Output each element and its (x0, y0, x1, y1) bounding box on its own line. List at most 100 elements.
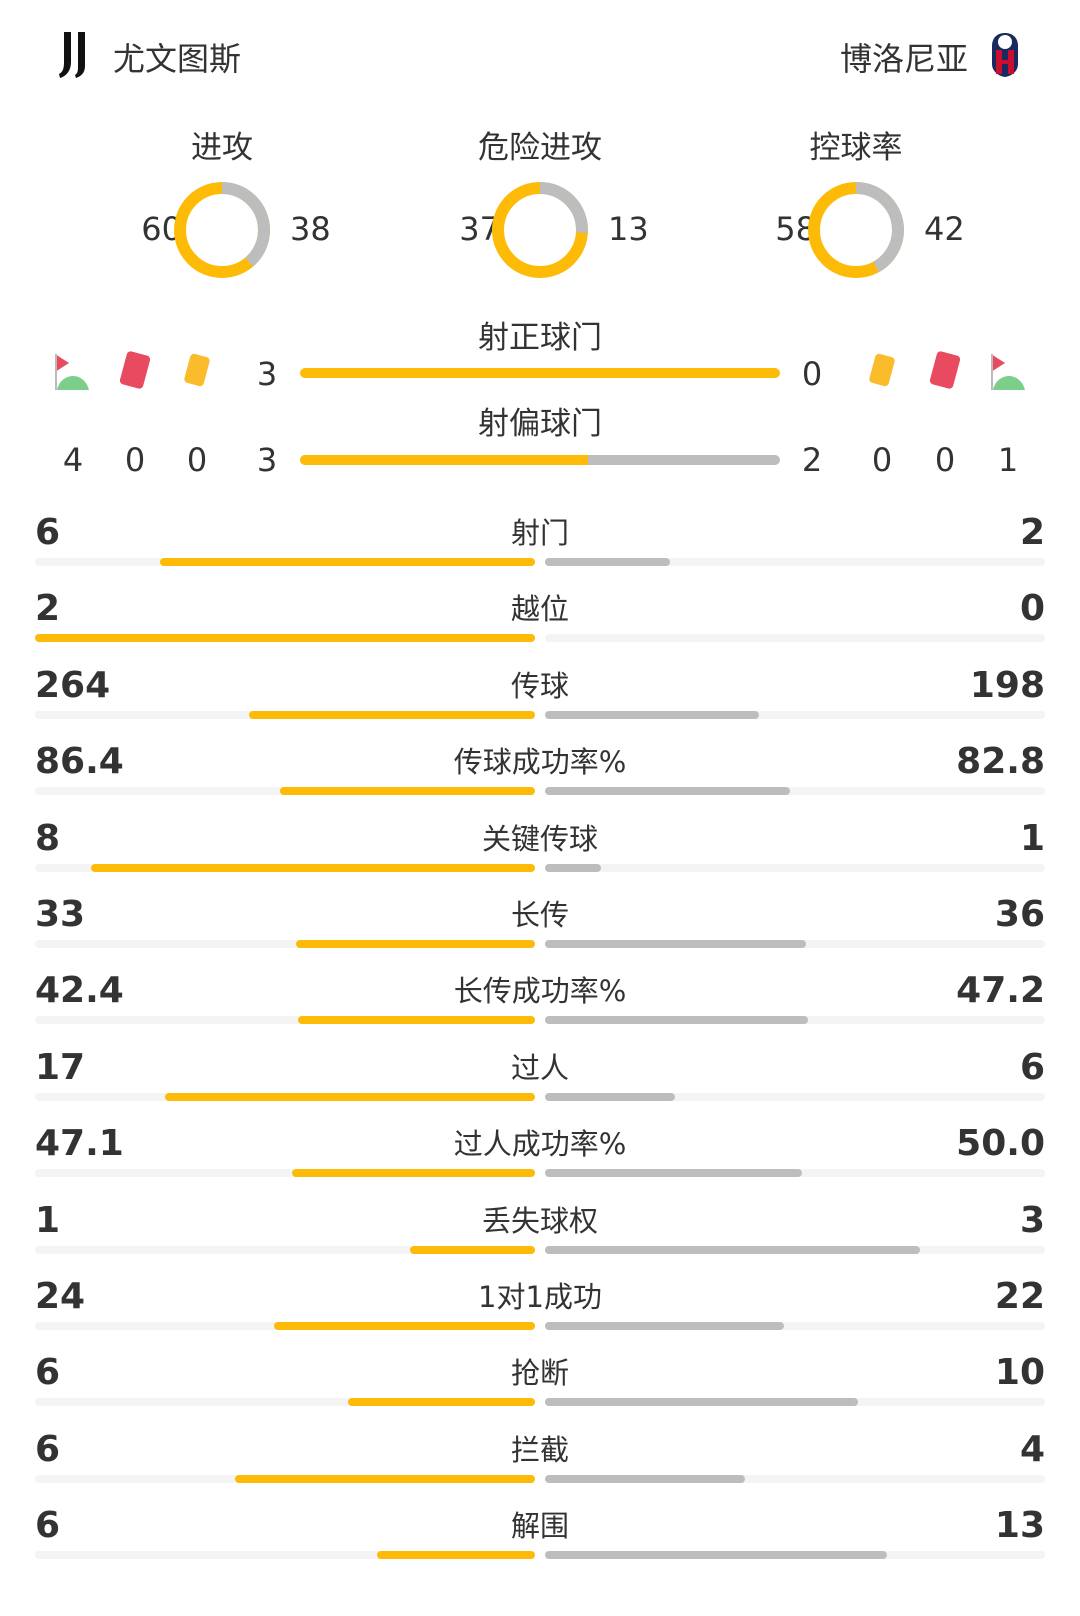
stat-label: 关键传球 (481, 821, 598, 856)
stat-away-bar (545, 1092, 676, 1101)
stat-away-track (545, 787, 1045, 796)
donut-chart (808, 182, 904, 278)
stat-away-bar (545, 863, 601, 872)
stat-away-bar (545, 1169, 803, 1178)
donut-away-value: 38 (290, 210, 331, 248)
stat-home-track (35, 1398, 535, 1407)
stat-label: 长传成功率% (453, 974, 627, 1009)
stat-home-track (35, 863, 535, 872)
stat-home-bar (249, 710, 535, 719)
stat-away-bar (545, 1322, 785, 1330)
stat-home-track (35, 1016, 535, 1025)
stat-home-bar (295, 940, 535, 948)
donut-away-arc (174, 182, 270, 278)
donut-chart (492, 182, 588, 278)
stat-away-track (545, 1092, 1045, 1101)
stat-away-track (545, 1322, 1045, 1330)
stat-away-value: 3 (1019, 1199, 1045, 1241)
stat-away-value: 10 (994, 1352, 1045, 1394)
stat-away-value: 13 (994, 1505, 1045, 1547)
stat-away-track (545, 710, 1045, 719)
stat-home-track (35, 1169, 535, 1178)
stat-away-track (545, 940, 1045, 948)
stat-home-value: 8 (35, 817, 61, 859)
stat-home-value: 6 (35, 1352, 61, 1394)
stat-home-track (35, 1245, 535, 1254)
stat-home-value: 86.4 (35, 741, 124, 783)
stat-home-bar (160, 558, 535, 566)
stat-home-value: 47.1 (35, 1123, 124, 1165)
stat-home-track (35, 1092, 535, 1101)
home-team-logo (58, 30, 92, 80)
stat-home-bar (410, 1245, 535, 1254)
stat-away-track (545, 1474, 1045, 1483)
stat-away-track (545, 1169, 1045, 1178)
donut-away-arc (492, 182, 588, 278)
donut-home-value: 37 (459, 210, 500, 248)
stat-home-bar (279, 787, 535, 796)
stat-away-bar (545, 1474, 745, 1483)
shots-off-target-label: 射偏球门 (478, 406, 602, 442)
red-card-icon (119, 351, 151, 389)
donut-title: 危险进攻 (478, 130, 602, 166)
shots-on-home-fill (300, 368, 780, 378)
shots-off-home-fill (300, 455, 588, 465)
stat-away-value: 2 (1019, 512, 1045, 553)
stat-home-value: 6 (35, 1428, 61, 1470)
stat-home-value: 33 (35, 894, 86, 935)
stat-home-bar (347, 1398, 535, 1407)
stat-away-bar (545, 940, 806, 948)
stat-home-track (35, 710, 535, 719)
stat-home-track (35, 558, 535, 566)
stat-away-value: 22 (994, 1276, 1045, 1317)
home-corners: 4 (62, 441, 84, 479)
shots-on-home: 3 (256, 355, 278, 393)
yellow-card-icon (184, 353, 210, 387)
donut-title: 控球率 (809, 130, 903, 166)
stat-home-bar (298, 1016, 535, 1025)
stat-away-track (545, 558, 1045, 566)
stat-away-value: 50.0 (956, 1123, 1045, 1165)
stat-home-track (35, 787, 535, 796)
stat-away-value: 82.8 (956, 741, 1045, 783)
stat-home-bar (35, 634, 535, 643)
stat-home-bar (377, 1551, 535, 1560)
stat-home-value: 6 (35, 512, 61, 553)
donut-away-value: 42 (924, 210, 965, 248)
stat-label: 传球 (510, 668, 569, 703)
stat-label: 拦截 (510, 1432, 569, 1467)
stat-away-bar (545, 1398, 858, 1407)
stat-label: 抢断 (510, 1356, 569, 1391)
corner-flag-icon (55, 354, 89, 390)
shots-off-home: 3 (256, 441, 278, 479)
stat-home-value: 24 (35, 1276, 86, 1317)
donut-chart (174, 182, 270, 278)
stat-home-bar (292, 1169, 535, 1178)
stat-away-value: 1 (1019, 817, 1045, 859)
stat-label: 越位 (510, 592, 569, 627)
home-team-name[interactable]: 尤文图斯 (113, 40, 242, 78)
corner-flag-icon (991, 354, 1025, 390)
away-team-logo (990, 32, 1020, 78)
stat-home-value: 17 (35, 1046, 86, 1088)
donut-home-value: 58 (775, 210, 816, 248)
home-red-cards: 0 (124, 441, 146, 479)
stat-label: 过人成功率% (453, 1127, 627, 1162)
stat-label: 射门 (510, 516, 569, 550)
stat-away-track (545, 1551, 1045, 1560)
stat-label: 解围 (510, 1509, 569, 1544)
stat-away-track (545, 1398, 1045, 1407)
donut-away-value: 13 (608, 210, 649, 248)
stat-home-bar (165, 1092, 535, 1101)
away-team-name[interactable]: 博洛尼亚 (839, 40, 968, 78)
stat-label: 过人 (510, 1050, 569, 1085)
yellow-card-icon (869, 353, 895, 387)
donut-title: 进攻 (191, 130, 253, 166)
stat-away-bar (545, 710, 760, 719)
home-yellow-cards: 0 (186, 441, 208, 479)
stat-away-track (545, 1245, 1045, 1254)
stat-away-value: 6 (1019, 1046, 1045, 1088)
stat-home-bar (274, 1322, 535, 1330)
stat-home-bar (90, 863, 535, 872)
stat-label: 长传 (510, 898, 569, 932)
